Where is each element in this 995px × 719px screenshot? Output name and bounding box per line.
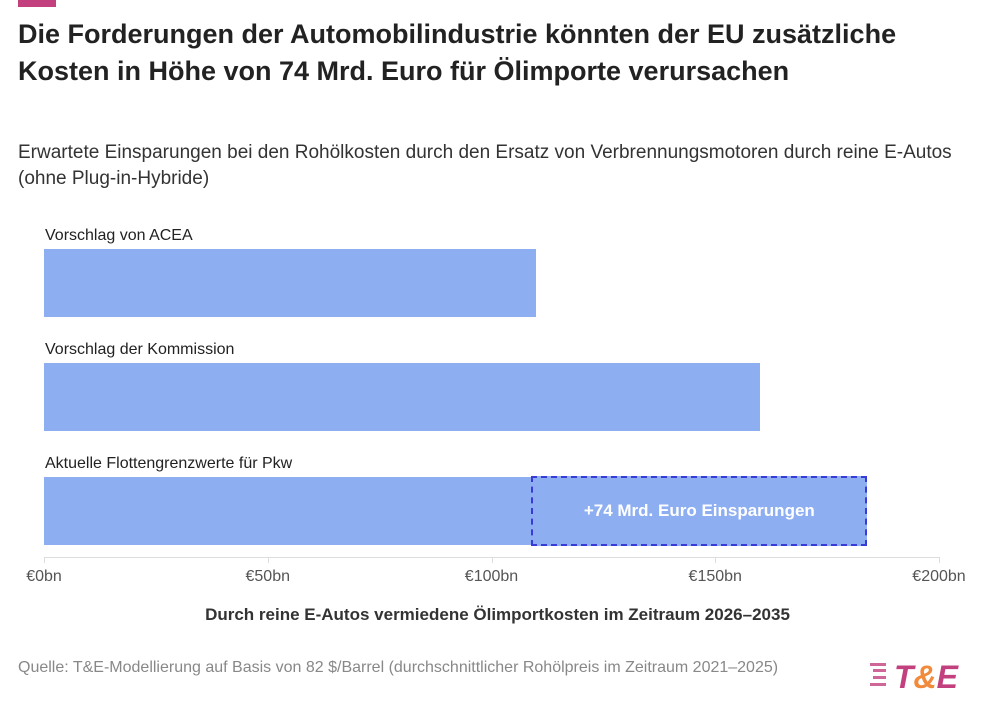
source-note: Quelle: T&E-Modellierung auf Basis von 8… bbox=[18, 659, 779, 676]
x-tick bbox=[715, 557, 717, 563]
x-tick bbox=[939, 557, 940, 563]
x-tick bbox=[44, 557, 45, 563]
chart-subtitle: Erwartete Einsparungen bei den Rohölkost… bbox=[18, 142, 952, 189]
savings-annotation-label: +74 Mrd. Euro Einsparungen bbox=[583, 501, 815, 520]
category-label: Vorschlag von ACEA bbox=[45, 227, 193, 244]
chart-title: Die Forderungen der Automobilindustrie k… bbox=[18, 19, 897, 86]
svg-text:T&E: T&E bbox=[894, 659, 960, 691]
te-logo: T&E bbox=[870, 659, 960, 691]
bar bbox=[44, 249, 537, 317]
bar bbox=[44, 477, 537, 545]
category-label: Vorschlag der Kommission bbox=[45, 341, 235, 358]
category-label: Aktuelle Flottengrenzwerte für Pkw bbox=[45, 455, 293, 472]
accent-bar bbox=[18, 0, 56, 7]
x-tick-label: €0bn bbox=[26, 568, 62, 585]
x-tick-label: €50bn bbox=[245, 568, 291, 585]
x-tick bbox=[491, 557, 493, 563]
bar bbox=[44, 363, 760, 431]
savings-annotation-box: +74 Mrd. Euro Einsparungen bbox=[531, 476, 868, 546]
x-tick-label: €100bn bbox=[464, 568, 519, 585]
x-tick-label: €200bn bbox=[912, 568, 966, 585]
x-tick bbox=[267, 557, 269, 563]
x-axis-title: Durch reine E-Autos vermiedene Ölimportk… bbox=[205, 605, 790, 624]
x-tick-label: €150bn bbox=[688, 568, 742, 585]
